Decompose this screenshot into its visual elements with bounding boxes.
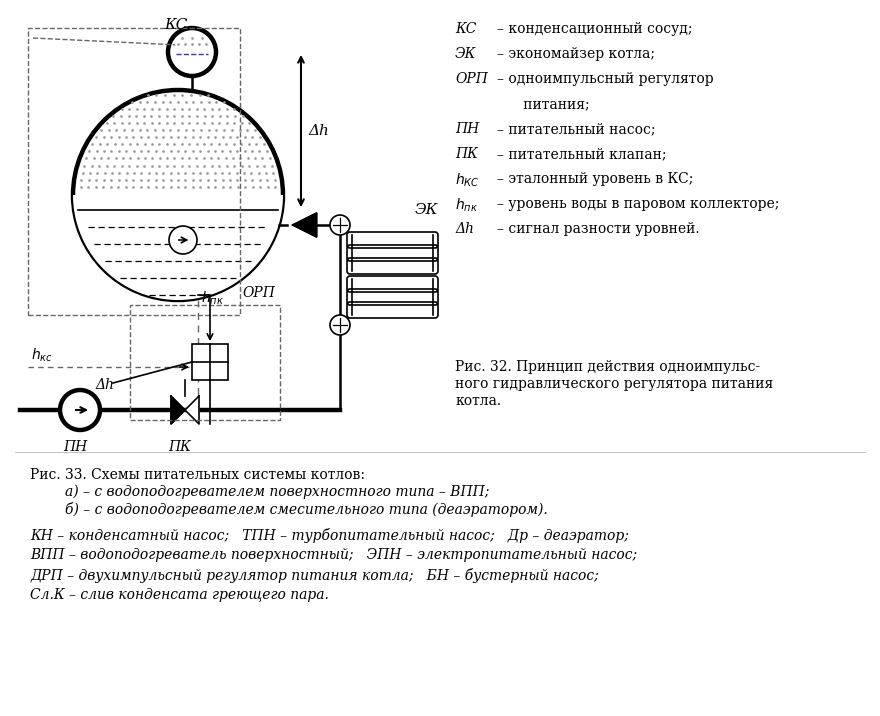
Text: питания;: питания; <box>497 97 590 111</box>
Text: ОРП: ОРП <box>455 72 488 86</box>
Text: – питательный насос;: – питательный насос; <box>497 122 656 136</box>
Text: котла.: котла. <box>455 394 501 408</box>
Text: Рис. 32. Принцип действия одноимпульс-: Рис. 32. Принцип действия одноимпульс- <box>455 360 760 374</box>
Text: ОРП: ОРП <box>242 286 275 300</box>
Text: КС: КС <box>164 18 187 32</box>
Polygon shape <box>185 396 199 424</box>
Text: КС: КС <box>455 22 476 36</box>
Polygon shape <box>73 195 283 300</box>
Circle shape <box>330 315 350 335</box>
Bar <box>192 344 228 380</box>
Text: ПК: ПК <box>169 440 192 454</box>
Text: – эталонный уровень в КС;: – эталонный уровень в КС; <box>497 172 693 186</box>
Bar <box>130 305 280 420</box>
Text: ДРП – двухимпульсный регулятор питания котла;   БН – бустерный насос;: ДРП – двухимпульсный регулятор питания к… <box>30 568 598 583</box>
Polygon shape <box>293 213 317 237</box>
Circle shape <box>169 226 197 254</box>
Bar <box>28 28 240 315</box>
Text: Δh: Δh <box>455 222 473 236</box>
Text: ного гидравлического регулятора питания: ного гидравлического регулятора питания <box>455 377 774 391</box>
Text: $h_{пк}$: $h_{пк}$ <box>201 290 224 307</box>
Text: – уровень воды в паровом коллекторе;: – уровень воды в паровом коллекторе; <box>497 197 780 211</box>
Text: ПН: ПН <box>62 440 87 454</box>
Circle shape <box>73 90 283 300</box>
Polygon shape <box>171 396 185 424</box>
Text: ВПП – водоподогреватель поверхностный;   ЭПН – электропитательный насос;: ВПП – водоподогреватель поверхностный; Э… <box>30 548 637 562</box>
Text: – экономайзер котла;: – экономайзер котла; <box>497 47 655 61</box>
Text: КН – конденсатный насос;   ТПН – турбопитательный насос;   Др – деаэратор;: КН – конденсатный насос; ТПН – турбопита… <box>30 528 629 543</box>
Circle shape <box>60 390 100 430</box>
Text: ЭК: ЭК <box>415 203 438 217</box>
Circle shape <box>330 215 350 235</box>
Text: – питательный клапан;: – питательный клапан; <box>497 147 666 161</box>
Text: б) – с водоподогревателем смесительного типа (деаэратором).: б) – с водоподогревателем смесительного … <box>65 502 547 517</box>
Text: Сл.К – слив конденсата греющего пара.: Сл.К – слив конденсата греющего пара. <box>30 588 329 602</box>
Text: $h_{пк}$: $h_{пк}$ <box>455 197 478 214</box>
Text: ПК: ПК <box>455 147 478 161</box>
Circle shape <box>168 28 216 76</box>
Text: – сигнал разности уровней.: – сигнал разности уровней. <box>497 222 700 236</box>
Text: – конденсационный сосуд;: – конденсационный сосуд; <box>497 22 693 36</box>
Text: $h_{кс}$: $h_{кс}$ <box>31 347 53 364</box>
Text: ПН: ПН <box>455 122 480 136</box>
Text: – одноимпульсный регулятор: – одноимпульсный регулятор <box>497 72 714 86</box>
Text: Δh: Δh <box>308 124 329 138</box>
Text: а) – с водоподогревателем поверхностного типа – ВПП;: а) – с водоподогревателем поверхностного… <box>65 485 489 499</box>
Text: ЭК: ЭК <box>455 47 476 61</box>
Text: $h_{КС}$: $h_{КС}$ <box>455 172 480 190</box>
Text: Δh: Δh <box>95 378 114 392</box>
Text: Рис. 33. Схемы питательных системы котлов:: Рис. 33. Схемы питательных системы котло… <box>30 468 365 482</box>
